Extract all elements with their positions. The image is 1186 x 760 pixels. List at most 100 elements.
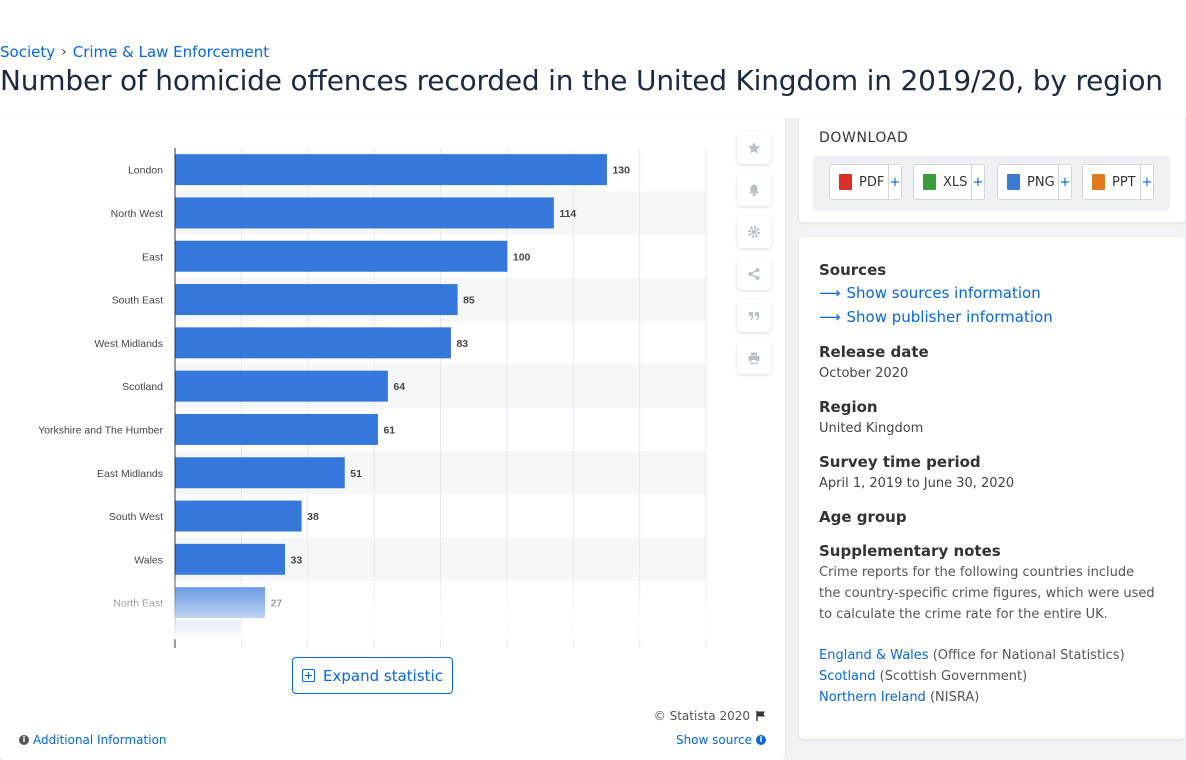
bar[interactable]	[175, 240, 508, 272]
download-ppt-label: PPT	[1112, 174, 1136, 190]
png-file-icon	[1007, 174, 1020, 190]
share-icon[interactable]	[737, 258, 771, 290]
arrow-right-icon: ⟶	[819, 308, 841, 326]
download-png-button[interactable]: PNG +	[997, 164, 1072, 200]
survey-period-value: April 1, 2019 to June 30, 2020	[819, 476, 1015, 491]
bar[interactable]	[175, 197, 554, 229]
download-pdf-button[interactable]: PDF +	[829, 164, 902, 200]
source-org: (NISRA)	[925, 690, 980, 705]
breadcrumb-item-society[interactable]: Society	[0, 43, 56, 61]
bar[interactable]	[175, 500, 302, 532]
download-pdf-label: PDF	[859, 174, 885, 190]
chart-card: London 130 North West 114 East 100 South East 8…	[0, 118, 785, 760]
data-label: 38	[307, 511, 319, 523]
arrow-right-icon: ⟶	[819, 284, 841, 302]
source-northern-ireland: Northern Ireland (NISRA)	[819, 690, 979, 705]
ppt-file-icon	[1092, 174, 1105, 190]
survey-period-heading: Survey time period	[819, 453, 981, 471]
data-label: 85	[463, 295, 475, 307]
source-org: (Scottish Government)	[875, 669, 1028, 684]
data-label: 51	[350, 468, 362, 480]
supplementary-notes-text: Crime reports for the following countrie…	[819, 565, 1155, 622]
source-scotland: Scotland (Scottish Government)	[819, 669, 1027, 684]
data-label: 33	[291, 554, 303, 566]
info-icon: i	[19, 735, 29, 745]
star-icon[interactable]	[737, 132, 771, 164]
header-band: Society › Crime & Law Enforcement Number…	[0, 0, 1186, 118]
source-org: (Office for National Statistics)	[928, 648, 1125, 663]
source-england-wales: England & Wales (Office for National Sta…	[819, 648, 1125, 663]
data-label: 114	[559, 208, 576, 220]
xls-options-button[interactable]: +	[971, 165, 984, 199]
fade-overlay	[0, 569, 730, 640]
info-icon: i	[756, 735, 766, 745]
data-label: 64	[393, 381, 405, 393]
bar[interactable]	[175, 413, 378, 445]
bar[interactable]	[175, 370, 388, 402]
category-label: South West	[109, 511, 163, 523]
breadcrumb-separator: ›	[61, 44, 67, 60]
data-label: 130	[612, 165, 630, 177]
print-icon[interactable]	[737, 342, 771, 374]
breadcrumb-item-crime[interactable]: Crime & Law Enforcement	[72, 43, 270, 61]
expand-statistic-button[interactable]: Expand statistic	[292, 657, 453, 694]
data-label: 61	[383, 424, 395, 436]
category-label: London	[128, 165, 163, 177]
release-date-heading: Release date	[819, 343, 929, 361]
download-png-label: PNG	[1027, 174, 1055, 190]
category-label: North West	[111, 208, 163, 220]
region-heading: Region	[819, 398, 878, 416]
quote-icon[interactable]	[737, 300, 771, 332]
show-source-link[interactable]: Show source i	[676, 733, 766, 747]
category-label: Wales	[134, 554, 163, 566]
supplementary-notes-heading: Supplementary notes	[819, 542, 1001, 560]
show-sources-link[interactable]: ⟶ Show sources information	[819, 284, 1041, 302]
expand-icon	[302, 669, 316, 682]
category-label: East Midlands	[97, 468, 163, 480]
expand-label: Expand statistic	[323, 666, 443, 685]
data-label: 100	[513, 251, 531, 263]
source-link-england-wales[interactable]: England & Wales	[819, 648, 929, 663]
additional-information-label: Additional Information	[33, 733, 167, 747]
source-link-northern-ireland[interactable]: Northern Ireland	[819, 690, 926, 705]
download-card: DOWNLOAD PDF + XLS + PNG + PPT +	[799, 118, 1185, 222]
source-link-scotland[interactable]: Scotland	[819, 669, 876, 684]
bar[interactable]	[175, 327, 451, 359]
pdf-options-button[interactable]: +	[888, 165, 901, 199]
sources-heading: Sources	[819, 261, 887, 279]
bar[interactable]	[175, 154, 607, 186]
download-title: DOWNLOAD	[819, 130, 909, 146]
xls-file-icon	[923, 174, 936, 190]
category-label: Scotland	[122, 381, 163, 393]
bar[interactable]	[175, 457, 345, 489]
flag-icon[interactable]	[755, 710, 767, 722]
show-sources-label: Show sources information	[846, 284, 1041, 302]
age-group-heading: Age group	[819, 508, 907, 526]
show-publisher-link[interactable]: ⟶ Show publisher information	[819, 308, 1053, 326]
download-xls-button[interactable]: XLS +	[913, 164, 985, 200]
pdf-file-icon	[839, 174, 852, 190]
download-ppt-button[interactable]: PPT +	[1082, 164, 1154, 200]
ppt-options-button[interactable]: +	[1140, 165, 1153, 199]
download-xls-label: XLS	[943, 174, 968, 190]
additional-information-link[interactable]: i Additional Information	[19, 733, 167, 747]
copyright: © Statista 2020	[654, 709, 767, 723]
show-source-label: Show source	[675, 733, 752, 747]
gear-icon[interactable]	[737, 216, 771, 248]
data-label: 83	[456, 338, 468, 350]
category-label: Yorkshire and The Humber	[38, 424, 163, 436]
region-value: United Kingdom	[819, 421, 924, 436]
page-title: Number of homicide offences recorded in …	[0, 64, 1163, 97]
bell-icon[interactable]	[737, 174, 771, 206]
show-publisher-label: Show publisher information	[846, 308, 1053, 326]
release-date-value: October 2020	[819, 366, 909, 381]
download-buttons: PDF + XLS + PNG + PPT +	[813, 156, 1170, 211]
png-options-button[interactable]: +	[1058, 165, 1071, 199]
category-label: East	[142, 251, 163, 263]
chart-toolbar	[737, 132, 771, 374]
category-label: West Midlands	[94, 338, 163, 350]
bar-chart: London 130 North West 114 East 100 South East 8…	[0, 148, 730, 648]
category-label: South East	[112, 295, 163, 307]
bar[interactable]	[175, 284, 458, 316]
copyright-text: © Statista 2020	[653, 709, 750, 723]
